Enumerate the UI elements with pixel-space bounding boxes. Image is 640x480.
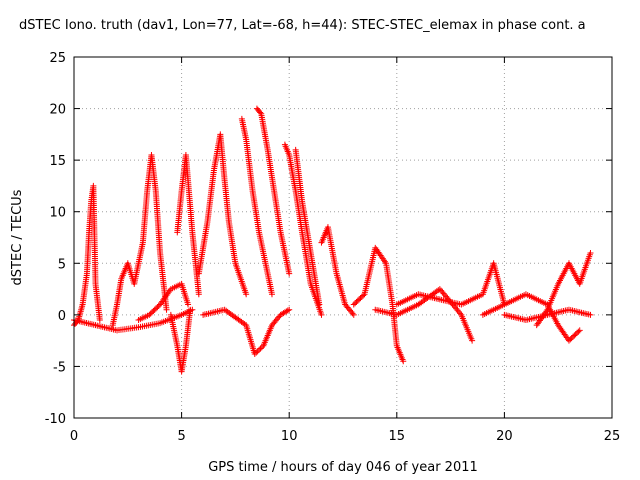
series-5 [174, 151, 202, 298]
data-point [571, 332, 578, 339]
data-point [587, 311, 594, 318]
data-point [243, 291, 250, 298]
data-point [257, 345, 264, 352]
y-tick-label: 25 [49, 51, 66, 66]
data-point [286, 306, 293, 313]
data-point [357, 295, 364, 302]
y-tick-label: 0 [58, 309, 66, 324]
x-tick-label: 20 [496, 429, 513, 444]
data-point [360, 292, 367, 299]
data-point [146, 311, 153, 318]
data-point [358, 293, 365, 300]
data-point [154, 304, 161, 311]
data-point [356, 296, 363, 303]
data-point [153, 305, 160, 312]
chart-title: dSTEC Iono. truth (dav1, Lon=77, Lat=-68… [19, 18, 586, 33]
series-11 [292, 146, 323, 308]
data-point [575, 328, 582, 335]
data-point [268, 291, 275, 298]
data-point [257, 109, 264, 116]
x-tick-label: 0 [70, 429, 78, 444]
x-tick-label: 15 [389, 429, 406, 444]
data-point [318, 311, 325, 318]
data-point [163, 306, 170, 313]
series-14 [393, 260, 508, 308]
data-point [574, 329, 581, 336]
data-point [147, 310, 154, 317]
data-point [568, 335, 575, 342]
y-tick-label: 10 [49, 206, 66, 221]
x-axis-label: GPS time / hours of day 046 of year 2011 [208, 460, 478, 475]
data-point [354, 297, 361, 304]
data-point [149, 309, 156, 316]
data-point [253, 349, 260, 356]
y-tick-label: -10 [45, 412, 66, 427]
series-3 [135, 280, 192, 324]
data-point [353, 298, 360, 305]
data-point [349, 310, 356, 317]
series-8 [238, 115, 275, 298]
data-point [185, 301, 192, 308]
x-tick-label: 25 [604, 429, 621, 444]
data-point [400, 358, 407, 365]
x-tick-label: 10 [281, 429, 298, 444]
data-point [286, 270, 293, 277]
data-point [587, 249, 594, 256]
y-tick-label: -5 [53, 360, 66, 375]
data-point [150, 307, 157, 314]
data-point [256, 346, 263, 353]
series-4 [167, 306, 194, 375]
x-tick-label: 5 [177, 429, 185, 444]
data-point [350, 301, 357, 308]
data-point [251, 351, 258, 358]
series-0 [71, 182, 103, 329]
y-tick-label: 15 [49, 154, 66, 169]
series-16 [479, 291, 583, 344]
data-point [187, 306, 194, 313]
series-6 [195, 131, 250, 298]
y-axis-label: dSTEC / TECUs [10, 189, 25, 285]
data-point [254, 348, 261, 355]
data-point [96, 317, 103, 324]
data-point [195, 291, 202, 298]
data-point [567, 336, 574, 343]
data-point [151, 306, 158, 313]
series-17 [533, 249, 594, 329]
series-13 [350, 244, 407, 365]
data-point [569, 333, 576, 340]
series-18 [501, 306, 594, 324]
series-12 [318, 224, 357, 318]
data-point [352, 300, 359, 307]
series-15 [372, 286, 476, 344]
y-tick-label: 20 [49, 103, 66, 118]
grid-lines [74, 57, 612, 418]
series-9 [253, 105, 293, 277]
data-point [350, 311, 357, 318]
plot-frame [73, 56, 613, 419]
series-7 [200, 306, 293, 358]
axis-ticks: 0 5 10 15 20 25 -10 -5 0 5 10 15 20 25 [45, 51, 621, 444]
y-tick-label: 5 [58, 257, 66, 272]
data-point [469, 337, 476, 344]
data-point [258, 344, 265, 351]
data-point [576, 327, 583, 334]
series-1 [71, 306, 196, 334]
data-point [284, 307, 291, 314]
data-point [565, 337, 572, 344]
data-points [71, 105, 594, 375]
series-2 [109, 151, 170, 329]
data-point [316, 301, 323, 308]
data-point [572, 331, 579, 338]
